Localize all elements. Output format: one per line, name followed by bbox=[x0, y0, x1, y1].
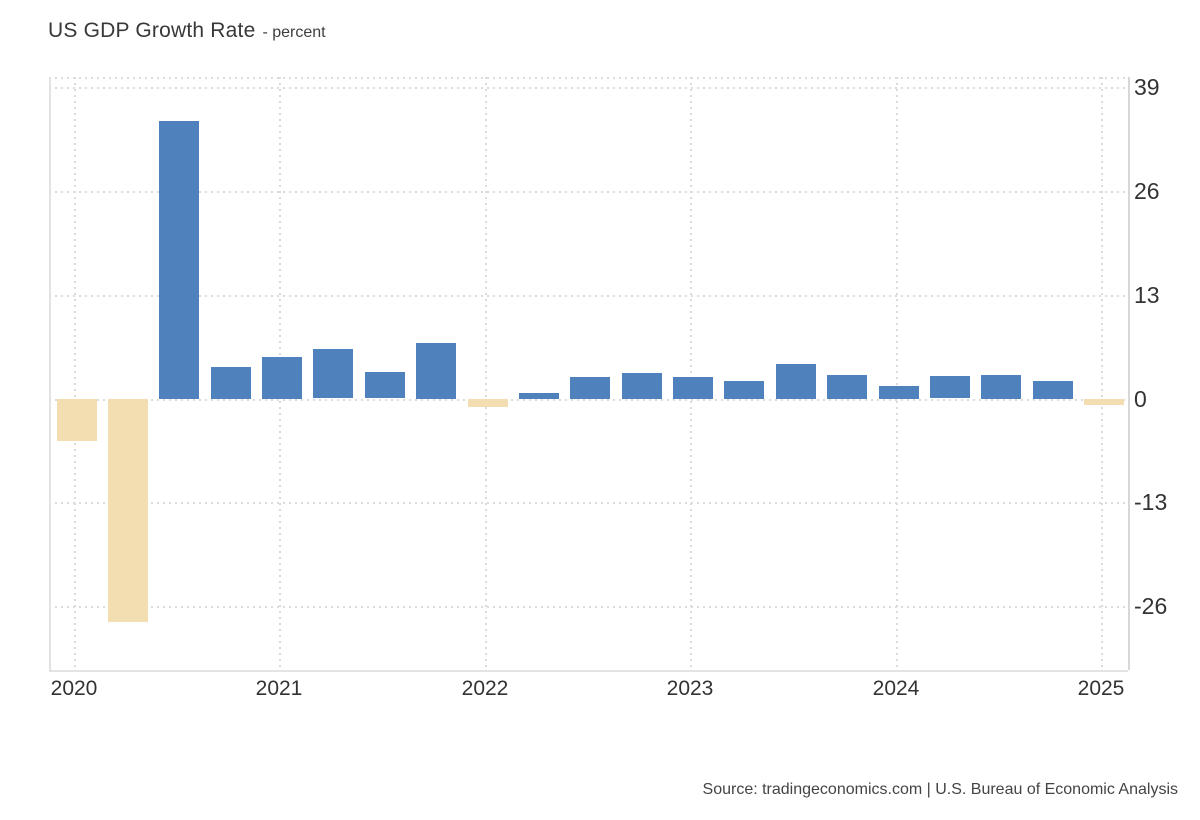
y-tick-label--26: -26 bbox=[1134, 593, 1168, 619]
bar-2024-q4[interactable] bbox=[1033, 381, 1073, 399]
v-gridline-2020 bbox=[74, 77, 76, 670]
v-gridline-2023 bbox=[690, 77, 692, 670]
bar-2021-q4[interactable] bbox=[416, 343, 456, 399]
bar-2022-q2[interactable] bbox=[519, 393, 559, 399]
x-axis-line bbox=[49, 670, 1128, 672]
bar-2025-q1[interactable] bbox=[1084, 399, 1124, 405]
h-gridline-0 bbox=[49, 399, 1128, 401]
y-tick-label--13: -13 bbox=[1134, 489, 1168, 515]
source-attribution: Source: tradingeconomics.com | U.S. Bure… bbox=[702, 781, 1178, 798]
v-gridline-2022 bbox=[485, 77, 487, 670]
y-axis-line bbox=[1128, 77, 1130, 670]
chart-unit-label: - percent bbox=[262, 24, 326, 41]
bar-2024-q3[interactable] bbox=[981, 375, 1021, 399]
x-tick-label-2022: 2022 bbox=[461, 677, 509, 700]
x-tick-label-2020: 2020 bbox=[50, 677, 98, 700]
v-gridline-2024 bbox=[896, 77, 898, 670]
bar-2023-q2[interactable] bbox=[724, 381, 764, 399]
h-gridline-26 bbox=[49, 191, 1128, 193]
plot-left-border bbox=[49, 77, 51, 670]
bar-2022-q4[interactable] bbox=[622, 373, 662, 399]
v-gridline-2025 bbox=[1101, 77, 1103, 670]
chart-header: US GDP Growth Rate - percent bbox=[48, 19, 326, 43]
bar-2021-q3[interactable] bbox=[365, 372, 405, 398]
y-tick-label-26: 26 bbox=[1134, 178, 1160, 204]
bar-2020-q4[interactable] bbox=[211, 367, 251, 399]
x-tick-label-2024: 2024 bbox=[872, 677, 920, 700]
bar-2020-q1[interactable] bbox=[57, 399, 97, 441]
h-gridline-13 bbox=[49, 295, 1128, 297]
y-tick-label-13: 13 bbox=[1134, 282, 1160, 308]
h-gridline-39 bbox=[49, 87, 1128, 89]
x-tick-label-2025: 2025 bbox=[1077, 677, 1125, 700]
bar-2021-q2[interactable] bbox=[313, 349, 353, 398]
h-gridline--13 bbox=[49, 502, 1128, 504]
chart-title: US GDP Growth Rate bbox=[48, 19, 256, 42]
x-tick-label-2023: 2023 bbox=[666, 677, 714, 700]
bar-2024-q2[interactable] bbox=[930, 376, 970, 398]
bar-2023-q4[interactable] bbox=[827, 375, 867, 399]
bar-2022-q3[interactable] bbox=[570, 377, 610, 399]
h-gridline--26 bbox=[49, 606, 1128, 608]
x-tick-label-2021: 2021 bbox=[255, 677, 303, 700]
bar-2022-q1[interactable] bbox=[468, 399, 508, 407]
bar-2021-q1[interactable] bbox=[262, 357, 302, 399]
bar-2024-q1[interactable] bbox=[879, 386, 919, 399]
plot-area bbox=[49, 77, 1130, 672]
plot-top-border bbox=[49, 77, 1128, 79]
bar-2023-q1[interactable] bbox=[673, 377, 713, 399]
bar-2023-q3[interactable] bbox=[776, 364, 816, 399]
bar-2020-q3[interactable] bbox=[159, 121, 199, 399]
y-tick-label-39: 39 bbox=[1134, 74, 1160, 100]
bar-2020-q2[interactable] bbox=[108, 399, 148, 622]
y-tick-label-0: 0 bbox=[1134, 386, 1147, 412]
